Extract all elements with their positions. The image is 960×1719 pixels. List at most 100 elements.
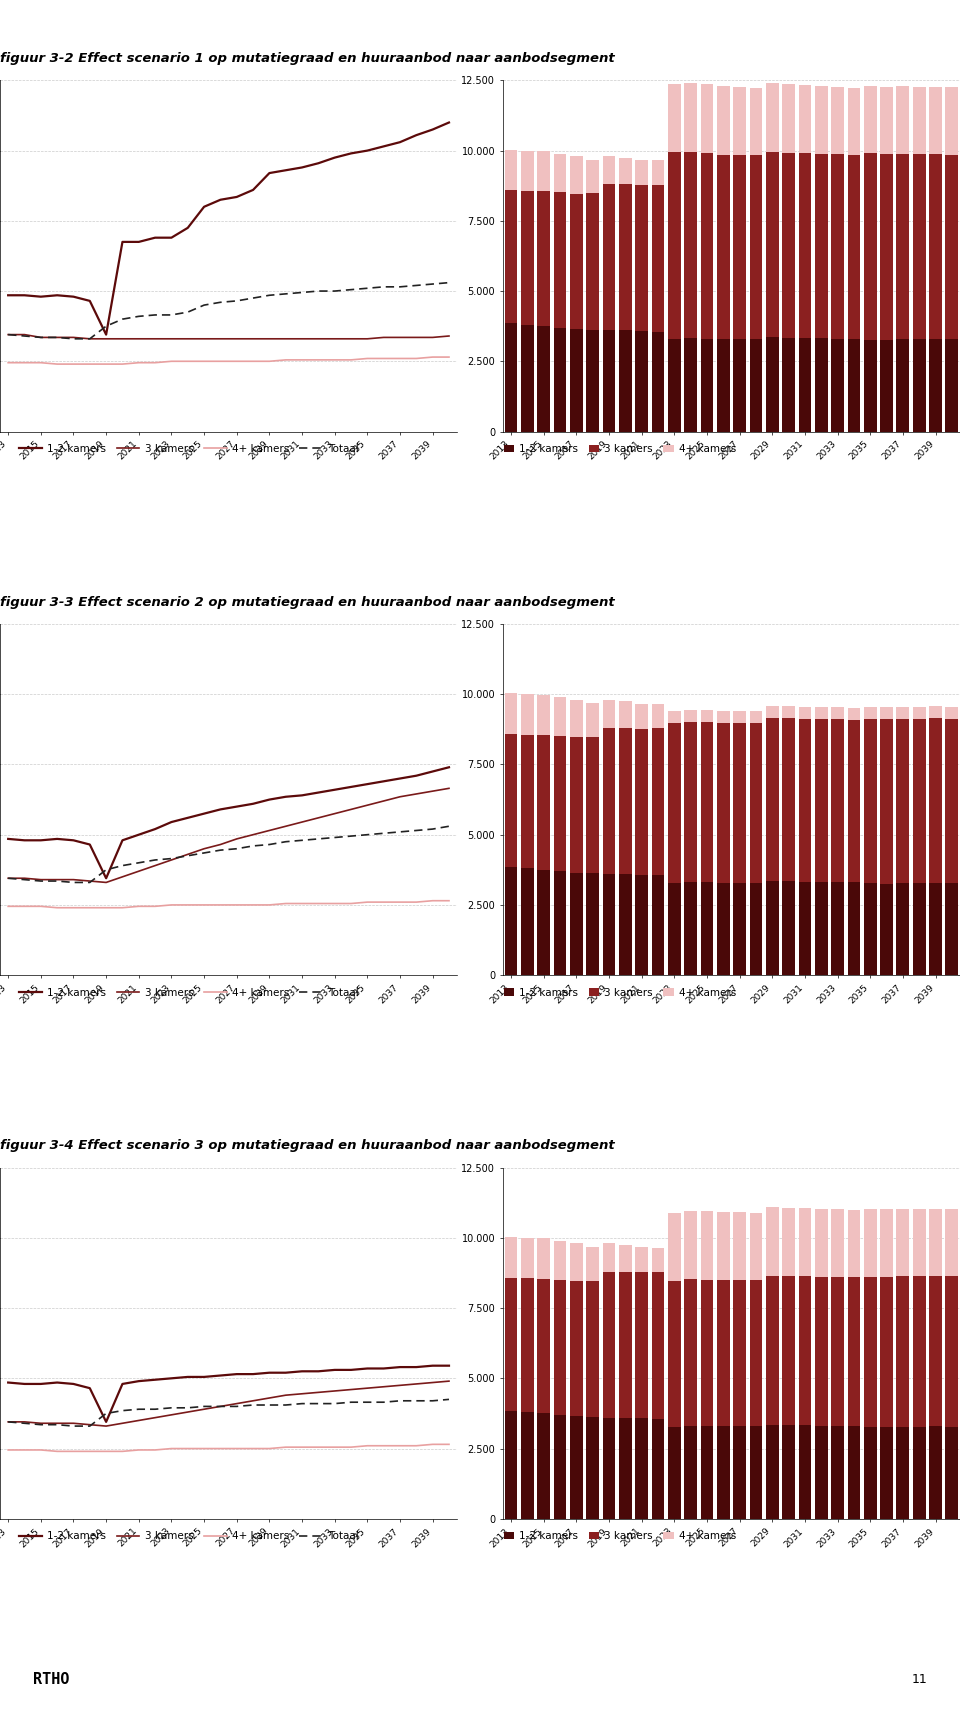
Bar <box>652 332 664 431</box>
Bar <box>831 882 844 975</box>
Bar <box>603 1272 615 1418</box>
Bar <box>538 191 550 327</box>
Bar <box>880 340 893 431</box>
Bar <box>619 184 632 330</box>
Legend: 1-2 kamers, 3 kamers, 4+ kamers: 1-2 kamers, 3 kamers, 4+ kamers <box>499 983 740 1002</box>
Bar <box>799 339 811 431</box>
Bar <box>799 882 811 975</box>
Bar <box>864 340 876 431</box>
Bar <box>505 1411 517 1520</box>
Bar <box>554 872 566 975</box>
Bar <box>554 736 566 872</box>
Bar <box>505 150 517 191</box>
Bar <box>831 155 844 339</box>
Bar <box>766 151 779 337</box>
Bar <box>521 325 534 431</box>
Bar <box>815 1208 828 1277</box>
Bar <box>684 84 697 153</box>
Bar <box>668 339 681 431</box>
Bar <box>538 327 550 431</box>
Bar <box>799 707 811 719</box>
Bar <box>538 1238 550 1279</box>
Bar <box>684 710 697 722</box>
Bar <box>782 719 795 882</box>
Bar <box>750 155 762 339</box>
Bar <box>554 698 566 736</box>
Bar <box>897 719 909 884</box>
Bar <box>782 882 795 975</box>
Bar <box>929 1275 942 1427</box>
Bar <box>913 339 925 431</box>
Bar <box>946 884 958 975</box>
Bar <box>701 153 713 339</box>
Bar <box>684 1279 697 1425</box>
Bar <box>733 710 746 722</box>
Bar <box>913 1427 925 1520</box>
Bar <box>848 88 860 155</box>
Bar <box>946 155 958 339</box>
Text: 11: 11 <box>911 1673 927 1686</box>
Bar <box>554 328 566 431</box>
Bar <box>782 84 795 153</box>
Bar <box>929 719 942 884</box>
Bar <box>946 707 958 719</box>
Bar <box>717 86 730 155</box>
Bar <box>538 694 550 736</box>
Bar <box>701 1210 713 1281</box>
Bar <box>521 191 534 325</box>
Bar <box>521 151 534 191</box>
Bar <box>570 1416 583 1520</box>
Bar <box>717 155 730 339</box>
Bar <box>652 875 664 975</box>
Bar <box>521 734 534 868</box>
Bar <box>717 1212 730 1281</box>
Bar <box>880 1277 893 1427</box>
Bar <box>815 153 828 339</box>
Bar <box>831 1277 844 1425</box>
Bar <box>603 1243 615 1272</box>
Bar <box>880 1210 893 1277</box>
Bar <box>913 1275 925 1427</box>
Bar <box>929 88 942 155</box>
Bar <box>603 184 615 330</box>
Bar <box>636 875 648 975</box>
Bar <box>636 1272 648 1418</box>
Bar <box>538 151 550 191</box>
Bar <box>815 882 828 975</box>
Bar <box>668 712 681 724</box>
Bar <box>946 1275 958 1427</box>
Bar <box>929 155 942 339</box>
Bar <box>668 1427 681 1520</box>
Bar <box>929 1208 942 1275</box>
Bar <box>538 1279 550 1413</box>
Bar <box>897 339 909 431</box>
Bar <box>750 1427 762 1520</box>
Bar <box>929 1427 942 1520</box>
Text: figuur 3-2 Effect scenario 1 op mutatiegraad en huuraanbod naar aanbodsegment: figuur 3-2 Effect scenario 1 op mutatieg… <box>0 52 614 65</box>
Bar <box>587 193 599 330</box>
Bar <box>799 719 811 882</box>
Bar <box>684 722 697 882</box>
Bar <box>897 153 909 339</box>
Bar <box>636 729 648 875</box>
Bar <box>570 1281 583 1416</box>
Bar <box>668 724 681 884</box>
Bar <box>733 339 746 431</box>
Bar <box>864 1277 876 1427</box>
Bar <box>946 719 958 884</box>
Bar <box>587 737 599 873</box>
Bar <box>766 1207 779 1275</box>
Bar <box>717 884 730 975</box>
Bar <box>668 1281 681 1427</box>
Bar <box>864 86 876 153</box>
Bar <box>848 339 860 431</box>
Bar <box>848 1427 860 1520</box>
Bar <box>619 1418 632 1520</box>
Bar <box>619 701 632 727</box>
Bar <box>570 194 583 328</box>
Bar <box>864 884 876 975</box>
Bar <box>897 1275 909 1427</box>
Bar <box>897 1208 909 1275</box>
Bar <box>619 1245 632 1272</box>
Bar <box>913 88 925 155</box>
